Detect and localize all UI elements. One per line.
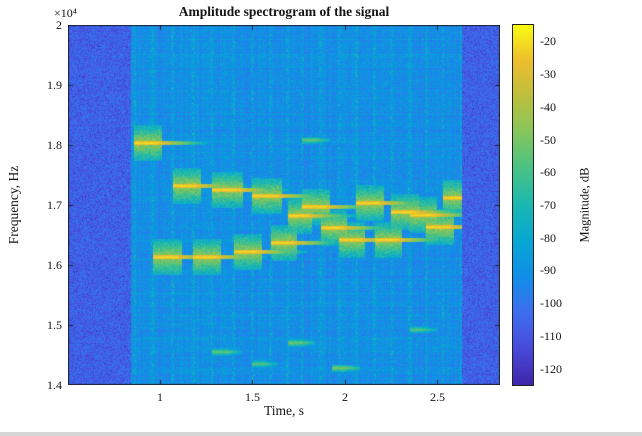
spectrogram-plot bbox=[68, 25, 500, 385]
colorbar-tick-label: -100 bbox=[540, 295, 580, 311]
chart-title: Amplitude spectrogram of the signal bbox=[68, 4, 500, 20]
colorbar-tick-label: -20 bbox=[540, 33, 580, 49]
figure: Amplitude spectrogram of the signal ×10⁴… bbox=[0, 0, 642, 436]
y-tick-label: 1.7 bbox=[24, 197, 62, 213]
y-tick-label: 1.5 bbox=[24, 317, 62, 333]
colorbar-tick-label: -90 bbox=[540, 262, 580, 278]
y-tick-label: 1.4 bbox=[24, 377, 62, 393]
y-tick-label: 1.9 bbox=[24, 77, 62, 93]
y-axis-label: Frequency, Hz bbox=[6, 166, 22, 245]
window-bottom-edge bbox=[0, 432, 642, 436]
colorbar bbox=[512, 24, 534, 386]
y-tick-label: 1.8 bbox=[24, 137, 62, 153]
colorbar-tick-label: -80 bbox=[540, 230, 580, 246]
colorbar-tick-label: -60 bbox=[540, 164, 580, 180]
colorbar-tick-label: -40 bbox=[540, 99, 580, 115]
colorbar-tick-label: -70 bbox=[540, 197, 580, 213]
colorbar-tick-label: -110 bbox=[540, 328, 580, 344]
x-axis-label: Time, s bbox=[68, 403, 500, 419]
y-tick-label: 2 bbox=[24, 17, 62, 33]
colorbar-tick-label: -120 bbox=[540, 361, 580, 377]
colorbar-tick-label: -50 bbox=[540, 132, 580, 148]
y-tick-label: 1.6 bbox=[24, 257, 62, 273]
colorbar-label: Magnitude, dB bbox=[578, 168, 593, 243]
colorbar-tick-label: -30 bbox=[540, 66, 580, 82]
